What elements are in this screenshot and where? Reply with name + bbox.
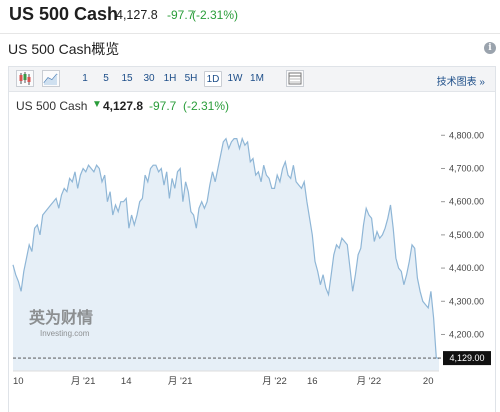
price-change: -97.7 [167,8,195,22]
watermark: 英为财情 Investing.com [28,308,93,338]
y-tick-label: 4,700.00 [449,164,484,174]
x-tick-label: 月 '22 [357,376,382,387]
price-chart[interactable]: 4,800.00 4,700.00 4,600.00 4,500.00 4,400.00… [9,118,495,412]
section-title: US 500 Cash概览 [8,41,120,57]
interval-30[interactable]: 30 [143,73,155,84]
interval-1[interactable]: 1 [82,73,88,84]
table-icon[interactable] [286,70,304,87]
x-tick-label: 月 '22 [262,376,287,387]
current-price-label: 4,129.00 [449,353,484,363]
area-chart-icon[interactable] [42,70,60,87]
chart-price-change-percent: (-2.31%) [183,99,230,113]
interval-1m[interactable]: 1M [250,73,264,84]
quote-header: US 500 Cash 4,127.8 -97.7 (-2.31%) [0,0,500,32]
chart-panel [8,66,496,412]
interval-1w[interactable]: 1W [227,73,243,84]
technical-chart-link[interactable]: 技术图表 » [436,77,485,88]
price-change-percent: (-2.31%) [192,8,239,22]
x-tick-label: 10 [13,376,24,387]
chart-last-price: 4,127.8 [103,99,144,113]
interval-1h[interactable]: 1H [163,73,177,84]
price-line [12,136,440,360]
interval-15[interactable]: 15 [121,73,133,84]
watermark-en: Investing.com [40,329,90,338]
header-divider [0,33,500,34]
down-arrow-icon: ▼ [92,99,102,110]
chart-instrument-name: US 500 Cash [16,99,88,113]
chart-price-change: -97.7 [149,99,177,113]
instrument-title: US 500 Cash [9,4,119,24]
interval-1d[interactable]: 1D [204,71,222,87]
x-tick-label: 20 [423,376,434,387]
candlestick-icon[interactable] [16,70,34,87]
chart-toolbar: 1 5 15 30 1H 5H 1D 1W 1M 技术图表 » [9,67,495,92]
y-tick-label: 4,800.00 [449,130,484,140]
y-tick-label: 4,400.00 [449,263,484,273]
x-tick-label: 14 [121,376,132,387]
x-tick-label: 月 '21 [71,376,96,387]
x-tick-label: 月 '21 [168,376,193,387]
x-tick-label: 16 [307,376,318,387]
current-price-box [443,351,491,366]
price-area [13,138,439,371]
y-tick-label: 4,200.00 [449,330,484,340]
interval-5h[interactable]: 5H [184,73,198,84]
y-tick-label: 4,600.00 [449,197,484,207]
y-tick-label: 4,500.00 [449,230,484,240]
info-icon[interactable]: i [484,42,496,54]
watermark-cn: 英为财情 [28,308,93,327]
interval-5[interactable]: 5 [103,73,109,84]
y-tick-label: 4,300.00 [449,296,484,306]
last-price: 4,127.8 [116,8,158,22]
